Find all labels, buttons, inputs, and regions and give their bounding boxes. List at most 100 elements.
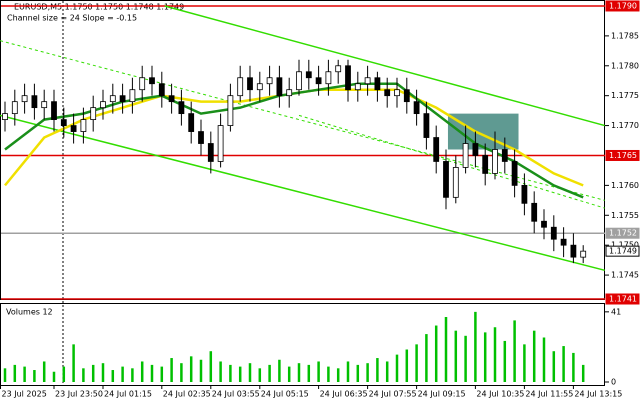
channel-line	[0, 40, 605, 201]
level-label-box	[605, 149, 640, 161]
level-label-box	[605, 0, 640, 12]
candle-body	[109, 95, 116, 103]
y-tick-label: 1.1785	[611, 31, 639, 40]
candle-body	[256, 83, 263, 91]
candle-body	[149, 77, 155, 85]
volume-tick-label: 41	[611, 307, 621, 316]
candle-body	[531, 202, 538, 222]
candle-body	[511, 161, 518, 186]
candle-body	[51, 101, 57, 121]
candle-body	[247, 77, 253, 91]
candle-body	[550, 226, 557, 240]
candle-body	[354, 83, 361, 91]
candle-body	[60, 119, 67, 126]
volume-title: Volumes 12	[6, 308, 53, 317]
x-tick-label: 24 Jul 13:15	[574, 390, 622, 399]
y-tick-label: 1.1745	[611, 271, 639, 280]
y-tick-label: 1.1775	[611, 91, 639, 100]
y-tick-label: 1.1770	[611, 121, 639, 130]
candle-body	[188, 113, 195, 132]
level-label: 1.1749	[609, 247, 637, 256]
channel-line	[298, 114, 605, 209]
y-tick-label: 1.1755	[611, 211, 639, 220]
candle-body	[70, 125, 77, 132]
candle-body	[472, 143, 479, 156]
candle-body	[227, 95, 234, 126]
channel-line	[0, 114, 605, 272]
x-tick-label: 24 Jul 05:15	[261, 390, 309, 399]
level-label-box	[605, 293, 640, 305]
candle-body	[168, 95, 175, 103]
candle-body	[100, 101, 106, 109]
x-tick-label: 24 Jul 06:35	[320, 390, 368, 399]
candle-body	[501, 149, 508, 162]
x-tick-label: 23 Jul 23:50	[55, 390, 103, 399]
x-tick-label: 24 Jul 01:15	[104, 390, 152, 399]
level-label: 1.1765	[609, 151, 637, 160]
candle-body	[41, 101, 48, 109]
level-label: 1.1752	[609, 229, 637, 238]
candle-body	[198, 131, 204, 144]
candle-body	[345, 65, 351, 91]
candle-body	[413, 101, 420, 115]
candle-body	[139, 77, 146, 91]
candle-body	[276, 77, 283, 97]
x-tick-label: 24 Jul 11:55	[525, 390, 573, 399]
chart-title: EURUSD,M5 1.1750 1.1750 1.1748 1.1749	[14, 3, 184, 12]
candle-body	[129, 89, 136, 103]
candle-body	[90, 107, 97, 120]
x-tick-label: 24 Jul 02:35	[163, 390, 211, 399]
chart-subtitle: Channel size = 24 Slope = -0.15	[7, 14, 137, 23]
candle-body	[580, 250, 587, 258]
candle-body	[570, 244, 577, 258]
x-tick-label: 24 Jul 09:15	[418, 390, 466, 399]
level-label-box	[605, 245, 640, 257]
candle-body	[266, 77, 273, 85]
candle-body	[80, 119, 87, 132]
candle-body	[433, 137, 440, 162]
level-label: 1.1741	[609, 295, 637, 304]
candle-body	[158, 83, 165, 97]
volume-tick-label: 0	[611, 378, 616, 387]
candle-body	[178, 101, 185, 115]
candle-body	[541, 220, 547, 228]
channel-line	[164, 5, 605, 127]
candle-body	[237, 77, 244, 97]
candle-body	[423, 113, 430, 138]
candle-body	[11, 101, 18, 115]
candle-body	[335, 65, 342, 73]
candle-body	[384, 89, 391, 97]
x-tick-label: 24 Jul 03:55	[212, 390, 260, 399]
candle-body	[560, 238, 567, 246]
x-tick-label: 24 Jul 10:35	[476, 390, 524, 399]
y-tick-label: 1.1780	[611, 61, 639, 70]
level-label-box	[605, 227, 640, 239]
candle-body	[315, 77, 322, 85]
candle-body	[462, 143, 469, 168]
candle-body	[305, 71, 312, 79]
candle-body	[482, 155, 489, 174]
candle-body	[492, 149, 498, 174]
candle-body	[119, 95, 126, 103]
candle-body	[217, 125, 224, 162]
x-tick-label: 24 Jul 07:55	[369, 390, 417, 399]
candle-body	[296, 71, 302, 91]
candle-body	[31, 95, 38, 109]
candle-body	[374, 77, 381, 91]
candle-body	[364, 77, 371, 85]
candle-body	[394, 89, 400, 97]
candle-body	[403, 89, 410, 103]
y-tick-label: 1.1760	[611, 181, 639, 190]
level-label: 1.1790	[609, 1, 637, 10]
candle-body	[521, 184, 528, 204]
candle-body	[21, 95, 28, 103]
candle-body	[207, 143, 214, 162]
candle-body	[2, 113, 8, 121]
x-tick-label: 23 Jul 2025	[2, 390, 47, 399]
candle-body	[286, 89, 293, 97]
candle-body	[325, 71, 332, 85]
candle-body	[443, 161, 449, 198]
candle-body	[452, 167, 459, 198]
y-tick-label: 1.1750	[611, 241, 639, 250]
